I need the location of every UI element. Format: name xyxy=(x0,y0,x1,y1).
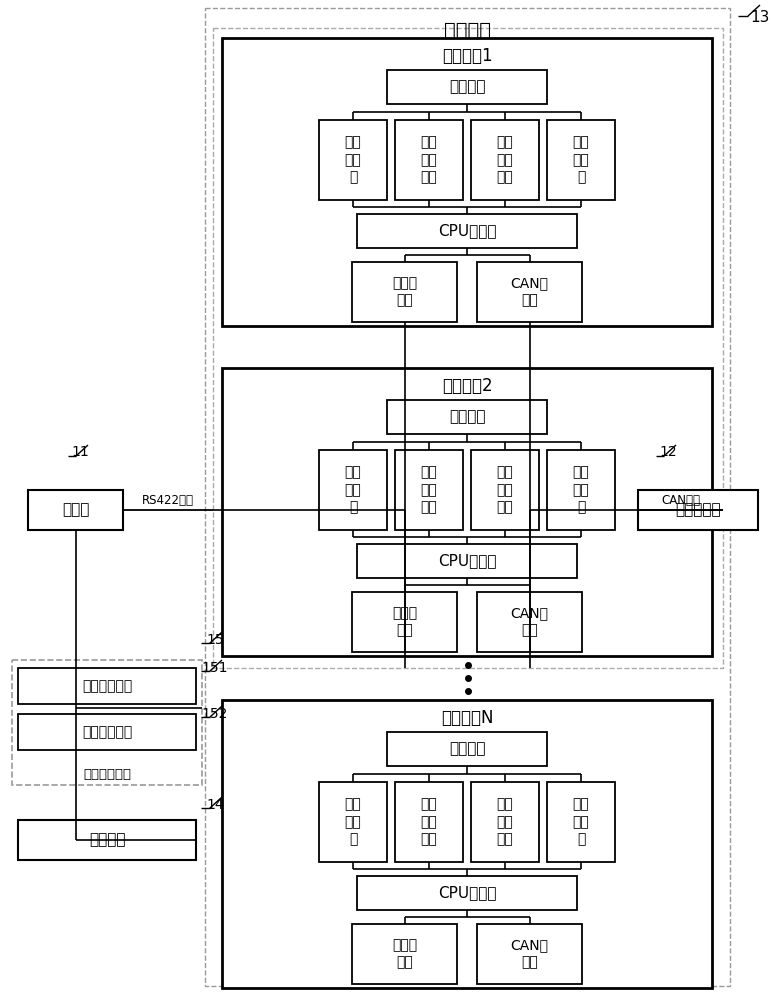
Bar xyxy=(387,400,547,434)
Bar xyxy=(477,592,582,652)
Text: 通讯装置2: 通讯装置2 xyxy=(442,377,493,395)
Bar xyxy=(477,262,582,322)
Text: 串口驱
动器: 串口驱 动器 xyxy=(392,276,417,308)
Text: 通讯装置N: 通讯装置N xyxy=(441,709,493,727)
Text: CPU处理器: CPU处理器 xyxy=(438,886,496,900)
Text: 151: 151 xyxy=(201,661,229,675)
Bar xyxy=(213,28,723,668)
Text: CPU处理器: CPU处理器 xyxy=(438,554,496,568)
Text: 11: 11 xyxy=(71,445,89,459)
Text: 通讯设备: 通讯设备 xyxy=(444,20,491,39)
Bar xyxy=(222,368,712,656)
Bar xyxy=(395,782,463,862)
Text: 152: 152 xyxy=(201,707,229,721)
Text: 工作
指示
灯: 工作 指示 灯 xyxy=(344,136,361,184)
Text: 语音报警单元: 语音报警单元 xyxy=(82,725,132,739)
Bar xyxy=(477,924,582,984)
Text: 电压
监测
模块: 电压 监测 模块 xyxy=(421,466,438,514)
Text: 12: 12 xyxy=(659,445,677,459)
Text: 信息生成单元: 信息生成单元 xyxy=(82,679,132,693)
Bar xyxy=(357,876,577,910)
Text: 温度
监测
模块: 温度 监测 模块 xyxy=(496,466,513,514)
Bar xyxy=(205,8,730,986)
Text: 14: 14 xyxy=(206,798,224,812)
Bar xyxy=(352,592,457,652)
Text: 上位机: 上位机 xyxy=(62,502,90,518)
Bar xyxy=(12,660,202,785)
Bar xyxy=(357,214,577,248)
Text: 电源模块: 电源模块 xyxy=(449,80,486,95)
Bar xyxy=(319,782,387,862)
Bar xyxy=(319,450,387,530)
Text: 统计模块: 统计模块 xyxy=(89,832,125,848)
Text: 串口驱
动器: 串口驱 动器 xyxy=(392,938,417,970)
Text: RS422总线: RS422总线 xyxy=(142,493,194,506)
Text: CAN驱
动器: CAN驱 动器 xyxy=(510,938,548,970)
Bar xyxy=(638,490,758,530)
Text: 通讯装置1: 通讯装置1 xyxy=(442,47,493,65)
Text: 温度
监测
模块: 温度 监测 模块 xyxy=(496,136,513,184)
Bar xyxy=(18,820,196,860)
Bar xyxy=(18,714,196,750)
Bar xyxy=(471,120,539,200)
Text: 故障
指示
灯: 故障 指示 灯 xyxy=(573,466,589,514)
Text: 棒位探测器: 棒位探测器 xyxy=(676,502,721,518)
Bar xyxy=(471,450,539,530)
Bar xyxy=(357,544,577,578)
Bar xyxy=(387,70,547,104)
Text: CAN驱
动器: CAN驱 动器 xyxy=(510,606,548,638)
Bar xyxy=(547,450,615,530)
Bar xyxy=(395,450,463,530)
Text: 电源模块: 电源模块 xyxy=(449,742,486,756)
Text: CAN总线: CAN总线 xyxy=(661,493,700,506)
Text: 电压
监测
模块: 电压 监测 模块 xyxy=(421,798,438,846)
Text: 故障
指示
灯: 故障 指示 灯 xyxy=(573,136,589,184)
Bar xyxy=(28,490,123,530)
Bar xyxy=(18,668,196,704)
Text: 工作
指示
灯: 工作 指示 灯 xyxy=(344,798,361,846)
Bar xyxy=(471,782,539,862)
Bar xyxy=(395,120,463,200)
Bar xyxy=(319,120,387,200)
Text: 报警提示装置: 报警提示装置 xyxy=(83,768,131,782)
Bar xyxy=(222,38,712,326)
Bar xyxy=(547,782,615,862)
Bar xyxy=(352,924,457,984)
Bar xyxy=(387,732,547,766)
Bar xyxy=(352,262,457,322)
Text: CAN驱
动器: CAN驱 动器 xyxy=(510,276,548,308)
Text: 13: 13 xyxy=(750,10,770,25)
Bar xyxy=(222,700,712,988)
Text: 故障
指示
灯: 故障 指示 灯 xyxy=(573,798,589,846)
Text: 电压
监测
模块: 电压 监测 模块 xyxy=(421,136,438,184)
Text: 工作
指示
灯: 工作 指示 灯 xyxy=(344,466,361,514)
Text: 串口驱
动器: 串口驱 动器 xyxy=(392,606,417,638)
Text: 15: 15 xyxy=(206,633,224,647)
Text: 温度
监测
模块: 温度 监测 模块 xyxy=(496,798,513,846)
Text: CPU处理器: CPU处理器 xyxy=(438,224,496,238)
Text: 电源模块: 电源模块 xyxy=(449,410,486,424)
Bar xyxy=(547,120,615,200)
